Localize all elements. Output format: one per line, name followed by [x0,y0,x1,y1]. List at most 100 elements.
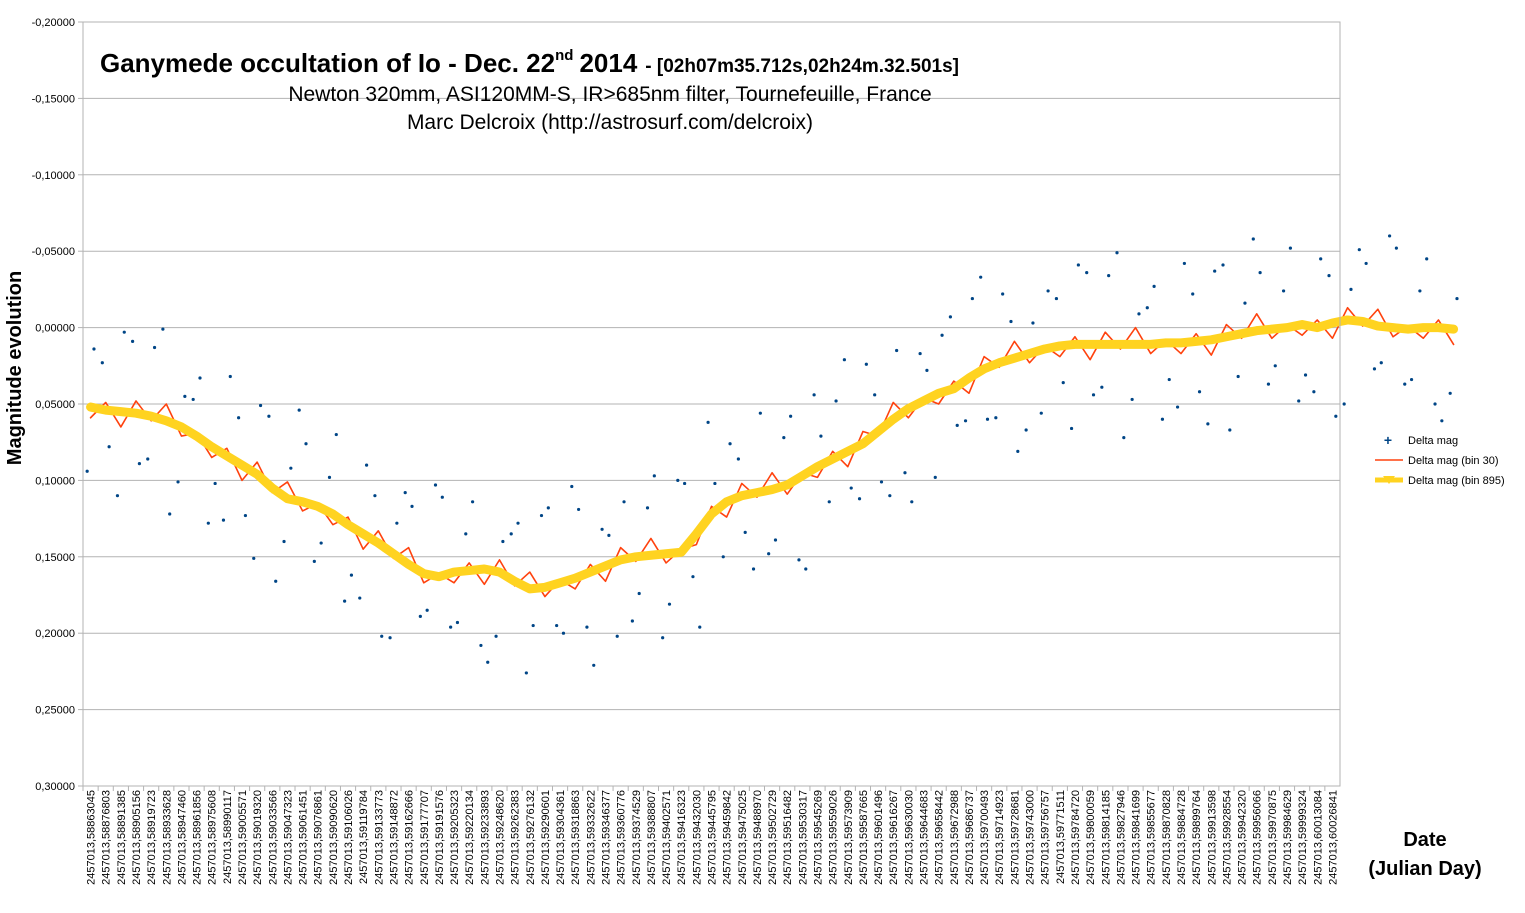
x-tick-label: 2457013,59913598 [1206,790,1218,885]
plot-area [85,234,1459,675]
data-point [1327,274,1331,278]
x-tick-label: 2457013,59700493 [979,790,991,885]
data-point [228,374,232,379]
data-point [1085,270,1089,275]
data-point [304,442,308,446]
x-tick-label: 2457013,59573909 [843,790,855,885]
data-point [985,417,990,421]
x-tick-label: 2457013,59388807 [646,790,658,885]
data-point [637,591,641,596]
data-point [933,475,937,479]
x-tick-label: 2457013,59402571 [661,790,673,885]
data-point [721,555,725,559]
data-point [1433,402,1437,406]
x-tick-label: 2457013,59162666 [404,790,416,885]
data-point [751,567,756,571]
x-tick-label: 2457013,59360776 [616,790,628,885]
data-point [570,484,574,489]
data-point [1130,397,1134,402]
data-point [85,469,89,473]
x-tick-label: 2457013,58876803 [101,790,113,885]
data-point [115,494,120,498]
data-point [895,348,899,353]
legend: + Delta mag Delta mag (bin 30) Delta mag (b… [1375,432,1505,487]
data-point [1273,364,1277,368]
data-point [358,596,362,600]
data-point [1213,269,1217,273]
title-year: 2014 [579,48,637,78]
data-point [661,636,665,640]
data-point [713,481,717,486]
data-point [948,315,953,319]
x-tick-label: 2457013,58990117 [222,790,234,884]
data-point [501,539,505,544]
x-tick-label: 2457013,59061451 [298,790,310,885]
data-point [667,602,672,606]
data-point [221,518,226,522]
subtitle: Newton 320mm, ASI120MM-S, IR>685nm filte… [288,83,931,106]
x-tick-label: 2457013,59855677 [1146,790,1158,885]
data-point [1115,251,1119,255]
data-point [773,538,778,542]
x-tick-label: 2457013,59686737 [964,790,976,885]
data-point [1303,373,1308,377]
data-point [1425,257,1429,261]
y-tick-label: 0,25000 [35,705,75,717]
x-tick-label: 2457013,59728681 [1009,790,1021,885]
data-point [1069,426,1074,431]
data-point [1448,391,1452,395]
data-point [161,327,165,331]
data-point [410,504,414,508]
data-point [577,507,581,512]
x-tick-label: 2457013,59630030 [903,790,915,885]
data-point [1251,237,1255,241]
x-tick-label: 2457013,58975608 [207,790,219,885]
data-point [864,362,868,366]
data-point [1167,377,1171,382]
data-point [827,500,831,504]
data-point [176,480,180,484]
data-point [1091,393,1096,397]
data-point [183,394,187,398]
x-tick-label: 2457013,59841699 [1131,790,1143,885]
data-point [425,608,429,612]
data-point [940,333,944,337]
x-tick-label: 2457013,59177707 [419,790,431,885]
data-point [433,483,438,487]
data-point [812,393,816,397]
data-point [546,506,550,510]
data-point [122,330,126,334]
data-point [797,558,801,562]
data-point [1197,390,1202,394]
data-point [198,376,202,380]
x-tick-label: 2457013,59516482 [782,790,794,885]
series-line [86,315,1459,594]
data-point [1364,261,1368,266]
subtitle: Marc Delcroix (http://astrosurf.com/delc… [407,111,813,134]
legend-label: Delta mag [1408,435,1458,447]
data-point [758,411,762,415]
data-point [994,416,998,420]
data-point [531,623,535,628]
data-point [486,660,490,664]
data-point [683,481,687,486]
data-point [849,486,853,490]
data-point [600,527,604,531]
x-tick-label: 2457013,59248620 [494,790,506,885]
data-point [1046,289,1050,293]
data-point [479,643,483,648]
data-point [1061,381,1065,385]
x-tick-label: 2457013,59133773 [373,790,385,885]
x-tick-label: 2457013,59332622 [585,790,597,885]
data-point [804,567,808,571]
y-tick-label: -0,15000 [32,93,75,105]
x-tick-label: 2457013,59658442 [934,790,946,885]
data-point [297,408,301,412]
x-tick-label: 2457013,59545269 [813,790,825,885]
x-tick-label: 2457013,59220134 [464,790,476,885]
x-tick-label: 2457013,59090620 [328,790,340,885]
x-tick-label: 2457013,59106026 [343,790,355,885]
x-tick-label: 2457013,60026841 [1327,790,1339,885]
